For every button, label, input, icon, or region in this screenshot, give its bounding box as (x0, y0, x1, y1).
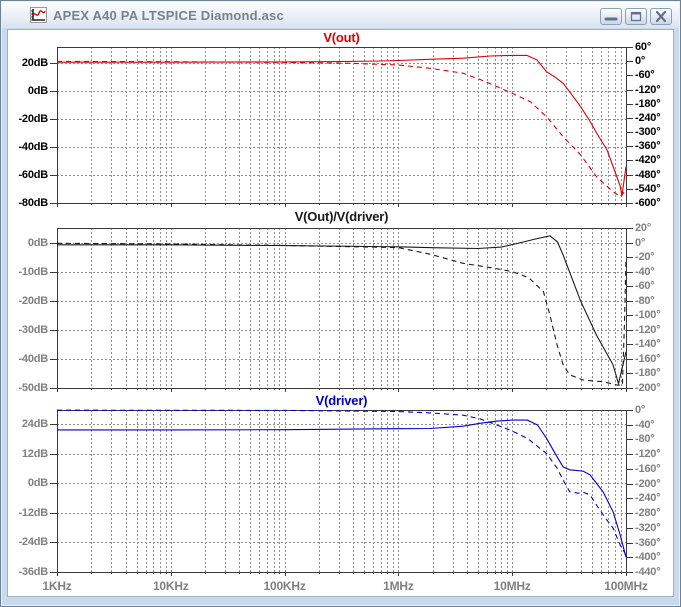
minimize-icon (604, 17, 618, 21)
axis-tick-label: 1MHz (383, 579, 414, 593)
axis-tick-label: -12dB (18, 507, 48, 519)
axis-tick-label: 0dB (27, 85, 48, 97)
axis-tick-label: -320° (635, 522, 661, 534)
axis-tick-label: -10dB (18, 266, 48, 278)
axis-tick-label: -24dB (18, 536, 48, 548)
axis-tick-label: 10KHz (152, 579, 189, 593)
axis-tick-label: -36dB (18, 566, 48, 578)
axis-tick-label: 20° (635, 222, 652, 234)
plot-border (57, 228, 627, 389)
axis-tick-label: -20° (635, 251, 655, 263)
axis-tick-label: -160° (635, 353, 661, 365)
trace-v-out-v-driver-phase (56, 242, 627, 386)
axis-tick-label: -120° (635, 324, 661, 336)
pane-title-vout-over-vdriver: V(Out)/V(driver) (294, 209, 389, 224)
close-icon (655, 10, 667, 23)
restore-button[interactable] (625, 8, 647, 25)
trace-v-driver-magnitude (57, 419, 627, 558)
axis-tick-label: 24dB (21, 418, 48, 430)
axis-tick-label: -50dB (18, 382, 48, 394)
axis-tick-label: -420° (635, 154, 661, 166)
axis-tick-label: 100MHz (604, 579, 648, 593)
axis-tick-label: -360° (635, 140, 661, 152)
trace-v-driver-phase (56, 409, 627, 556)
axis-tick-label: -240° (635, 112, 661, 124)
axis-tick-label: -240° (635, 492, 661, 504)
axis-tick-label: -40° (635, 419, 655, 431)
pane-title-vout: V(out) (323, 30, 360, 45)
trace-v-out-v-driver-magnitude (57, 235, 627, 386)
axis-tick-label: 0dB (27, 477, 48, 489)
axis-tick-label: -120° (635, 84, 661, 96)
axis-tick-label: -80° (635, 295, 655, 307)
axis-tick-label: -60dB (18, 169, 48, 181)
axis-tick-label: -400° (635, 551, 661, 563)
axis-tick-label: 100KHz (263, 579, 306, 593)
plot-client-area (7, 29, 674, 597)
axis-tick-label: -600° (635, 197, 661, 209)
axis-tick-label: -80dB (18, 197, 48, 209)
close-button[interactable] (650, 8, 672, 25)
axis-tick-label: -200° (635, 478, 661, 490)
axis-tick-label: -100° (635, 309, 661, 321)
axis-tick-label: -540° (635, 183, 661, 195)
axis-tick-label: -120° (635, 448, 661, 460)
axis-tick-label: -200° (635, 382, 661, 394)
axis-tick-label: -30dB (18, 324, 48, 336)
axis-tick-label: -360° (635, 537, 661, 549)
axis-tick-label: 0° (635, 404, 646, 416)
axis-tick-label: 1KHz (42, 579, 72, 593)
axis-tick-label: -440° (635, 566, 661, 578)
axis-tick-label: 60° (635, 41, 652, 53)
trace-v-out-phase (56, 60, 627, 198)
axis-tick-label: -300° (635, 126, 661, 138)
axis-tick-label: 0dB (27, 237, 48, 249)
axis-tick-label: 10MHz (493, 579, 531, 593)
axis-tick-label: -480° (635, 169, 661, 181)
axis-tick-label: -40dB (18, 353, 48, 365)
restore-icon (630, 11, 642, 22)
title-bar[interactable]: APEX A40 PA LTSPICE Diamond.asc (2, 2, 679, 28)
waveform-icon (30, 7, 47, 23)
axis-tick-label: 0° (635, 55, 646, 67)
axis-tick-label: -80° (635, 433, 655, 445)
plot-border (57, 47, 627, 204)
axis-tick-label: -40dB (18, 141, 48, 153)
axis-tick-label: 0° (635, 237, 646, 249)
axis-tick-label: -20dB (18, 295, 48, 307)
axis-tick-label: -280° (635, 507, 661, 519)
window-title: APEX A40 PA LTSPICE Diamond.asc (53, 7, 284, 23)
trace-v-out-magnitude (57, 54, 627, 197)
axis-tick-label: -180° (635, 367, 661, 379)
pane-title-vdriver: V(driver) (315, 393, 368, 408)
axis-tick-label: -160° (635, 463, 661, 475)
axis-tick-label: -140° (635, 338, 661, 350)
axis-tick-label: -40° (635, 266, 655, 278)
axis-tick-label: -60° (635, 69, 655, 81)
axis-tick-label: -180° (635, 98, 661, 110)
axis-tick-label: 12dB (21, 448, 48, 460)
minimize-button[interactable] (600, 8, 622, 25)
axis-tick-label: 20dB (21, 57, 48, 69)
plot-border (57, 410, 627, 573)
axis-tick-label: -60° (635, 280, 655, 292)
axis-tick-label: -20dB (18, 113, 48, 125)
window-controls (600, 8, 672, 25)
